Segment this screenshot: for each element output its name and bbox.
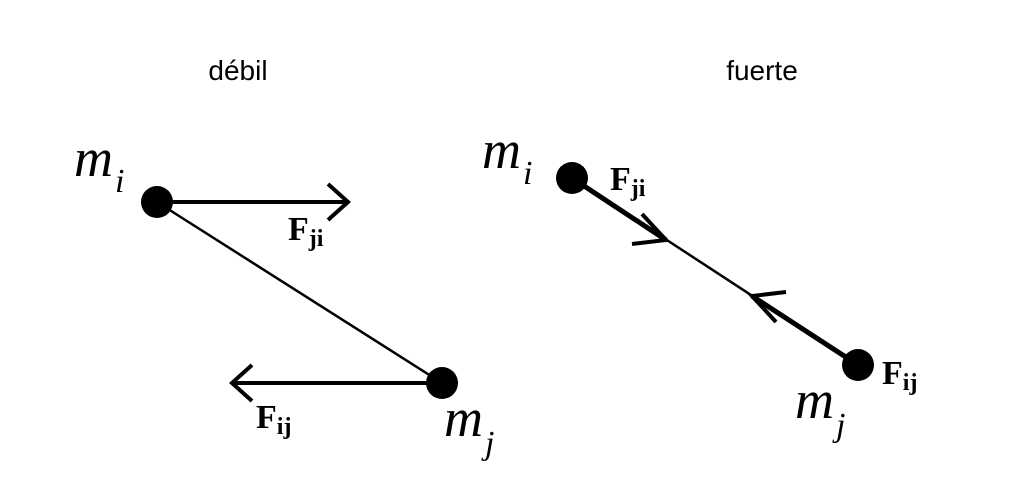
strong-mass-i-label: mi xyxy=(482,120,532,192)
weak-force-ij-label: Fij xyxy=(256,399,291,440)
strong-panel: fuerte mi mj Fji Fij xyxy=(482,55,917,444)
strong-mass-j-label: mj xyxy=(795,370,845,444)
strong-panel-title: fuerte xyxy=(726,55,798,86)
strong-mass-i-symbol: m xyxy=(482,120,521,180)
weak-mass-j-label: mj xyxy=(444,388,494,462)
strong-force-ji-label: Fji xyxy=(610,161,646,202)
weak-force-ji-arrowhead xyxy=(326,182,351,222)
strong-force-ij-symbol: F xyxy=(882,355,903,392)
weak-panel: débil mi mj Fji Fij xyxy=(74,55,494,462)
weak-panel-title: débil xyxy=(208,55,267,86)
weak-mass-i-dot xyxy=(141,186,173,218)
weak-force-ij-arrowhead xyxy=(229,363,254,403)
weak-mass-j-symbol: m xyxy=(444,388,483,448)
strong-force-ji-subscript: ji xyxy=(630,176,646,202)
strong-mass-i-subscript: i xyxy=(523,155,532,192)
weak-force-ji-symbol: F xyxy=(288,211,309,248)
strong-force-ji-arrowhead xyxy=(631,212,671,246)
strong-force-ji-arrow-shaft xyxy=(570,175,668,243)
weak-force-ji-label: Fji xyxy=(288,211,324,252)
strong-mass-i-dot xyxy=(556,162,588,194)
weak-mass-i-symbol: m xyxy=(74,128,113,188)
strong-mass-j-symbol: m xyxy=(795,370,834,430)
strong-force-ij-arrowhead xyxy=(747,290,787,324)
weak-mass-j-subscript: j xyxy=(481,425,494,462)
weak-connecting-line xyxy=(156,200,443,385)
weak-mass-i-subscript: i xyxy=(115,163,124,200)
weak-mass-i-label: mi xyxy=(74,128,124,200)
weak-mass-j-dot xyxy=(426,367,458,399)
strong-mass-j-dot xyxy=(842,349,874,381)
strong-force-ij-arrow-shaft xyxy=(750,293,860,368)
weak-force-ji-subscript: ji xyxy=(308,226,324,252)
strong-force-ij-label: Fij xyxy=(882,355,917,396)
weak-force-ij-subscript: ij xyxy=(277,414,292,440)
weak-force-ij-symbol: F xyxy=(256,399,277,436)
strong-force-ij-subscript: ij xyxy=(903,370,918,396)
strong-force-ji-symbol: F xyxy=(610,161,631,198)
strong-mass-j-subscript: j xyxy=(832,407,845,444)
